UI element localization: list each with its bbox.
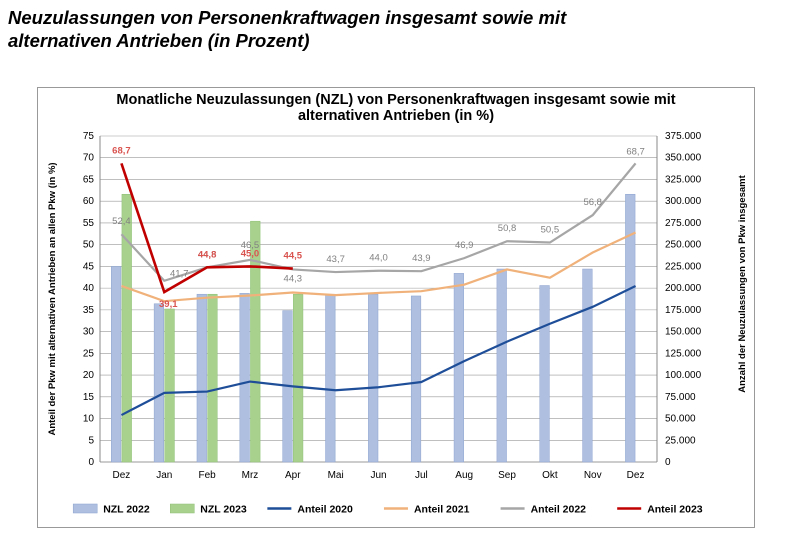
svg-text:41,7: 41,7 (170, 269, 189, 280)
svg-text:20: 20 (83, 370, 95, 381)
svg-text:Jun: Jun (370, 470, 386, 481)
svg-text:Anteil 2021: Anteil 2021 (414, 504, 470, 516)
svg-text:30: 30 (83, 327, 95, 338)
svg-text:Aug: Aug (455, 470, 473, 481)
svg-text:45: 45 (83, 261, 95, 272)
svg-text:Sep: Sep (498, 470, 516, 481)
svg-text:44,0: 44,0 (369, 253, 388, 264)
svg-text:68,7: 68,7 (626, 146, 645, 157)
svg-text:75: 75 (83, 131, 95, 142)
svg-text:Anteil der Pkw mit alternative: Anteil der Pkw mit alternativen Antriebe… (47, 162, 58, 435)
svg-text:50,5: 50,5 (541, 224, 560, 235)
svg-text:45,0: 45,0 (241, 248, 260, 259)
svg-text:Anzahl der Neuzulassungen von: Anzahl der Neuzulassungen von Pkw insges… (737, 174, 748, 392)
svg-text:5: 5 (88, 435, 94, 446)
svg-text:125.000: 125.000 (665, 348, 702, 359)
svg-text:Dez: Dez (113, 470, 131, 481)
svg-text:52,4: 52,4 (112, 216, 131, 227)
svg-text:175.000: 175.000 (665, 305, 702, 316)
svg-text:46,9: 46,9 (455, 240, 474, 251)
svg-text:Nov: Nov (584, 470, 602, 481)
svg-text:50.000: 50.000 (665, 414, 696, 425)
svg-text:50,8: 50,8 (498, 223, 517, 234)
svg-text:Anteil 2023: Anteil 2023 (647, 504, 703, 516)
svg-text:NZL 2022: NZL 2022 (103, 504, 150, 516)
svg-text:200.000: 200.000 (665, 283, 702, 294)
svg-text:Jan: Jan (156, 470, 172, 481)
svg-text:65: 65 (83, 174, 95, 185)
svg-text:70: 70 (83, 153, 95, 164)
svg-text:Jul: Jul (415, 470, 428, 481)
svg-text:0: 0 (665, 457, 671, 468)
svg-text:275.000: 275.000 (665, 218, 702, 229)
svg-text:55: 55 (83, 218, 95, 229)
svg-text:Dez: Dez (627, 470, 645, 481)
svg-text:43,9: 43,9 (412, 253, 431, 264)
svg-text:Okt: Okt (542, 470, 558, 481)
svg-text:225.000: 225.000 (665, 261, 702, 272)
svg-text:350.000: 350.000 (665, 153, 702, 164)
svg-text:Mrz: Mrz (242, 470, 259, 481)
svg-text:35: 35 (83, 305, 95, 316)
svg-text:Anteil 2020: Anteil 2020 (297, 504, 353, 516)
svg-text:44,5: 44,5 (284, 251, 303, 262)
svg-text:100.000: 100.000 (665, 370, 702, 381)
svg-text:44,3: 44,3 (284, 273, 303, 284)
svg-text:alternativen Antrieben (in %): alternativen Antrieben (in %) (298, 108, 494, 124)
svg-text:50: 50 (83, 240, 95, 251)
svg-text:325.000: 325.000 (665, 174, 702, 185)
svg-text:150.000: 150.000 (665, 327, 702, 338)
svg-text:40: 40 (83, 283, 95, 294)
svg-text:375.000: 375.000 (665, 131, 702, 142)
svg-text:Monatliche Neuzulassungen (NZL: Monatliche Neuzulassungen (NZL) von Pers… (116, 92, 675, 108)
svg-text:75.000: 75.000 (665, 392, 696, 403)
svg-text:Feb: Feb (198, 470, 216, 481)
svg-text:56,8: 56,8 (583, 197, 602, 208)
svg-text:Mai: Mai (328, 470, 344, 481)
svg-text:60: 60 (83, 196, 95, 207)
svg-text:44,8: 44,8 (198, 249, 217, 260)
svg-text:25: 25 (83, 348, 95, 359)
svg-text:25.000: 25.000 (665, 435, 696, 446)
svg-text:39,1: 39,1 (159, 299, 178, 310)
svg-text:43,7: 43,7 (326, 254, 345, 265)
svg-text:NZL 2023: NZL 2023 (200, 504, 247, 516)
svg-text:0: 0 (88, 457, 94, 468)
svg-text:15: 15 (83, 392, 95, 403)
svg-text:250.000: 250.000 (665, 240, 702, 251)
svg-text:300.000: 300.000 (665, 196, 702, 207)
svg-text:68,7: 68,7 (112, 145, 131, 156)
svg-text:10: 10 (83, 414, 95, 425)
svg-text:Apr: Apr (285, 470, 301, 481)
svg-text:Anteil 2022: Anteil 2022 (531, 504, 587, 516)
